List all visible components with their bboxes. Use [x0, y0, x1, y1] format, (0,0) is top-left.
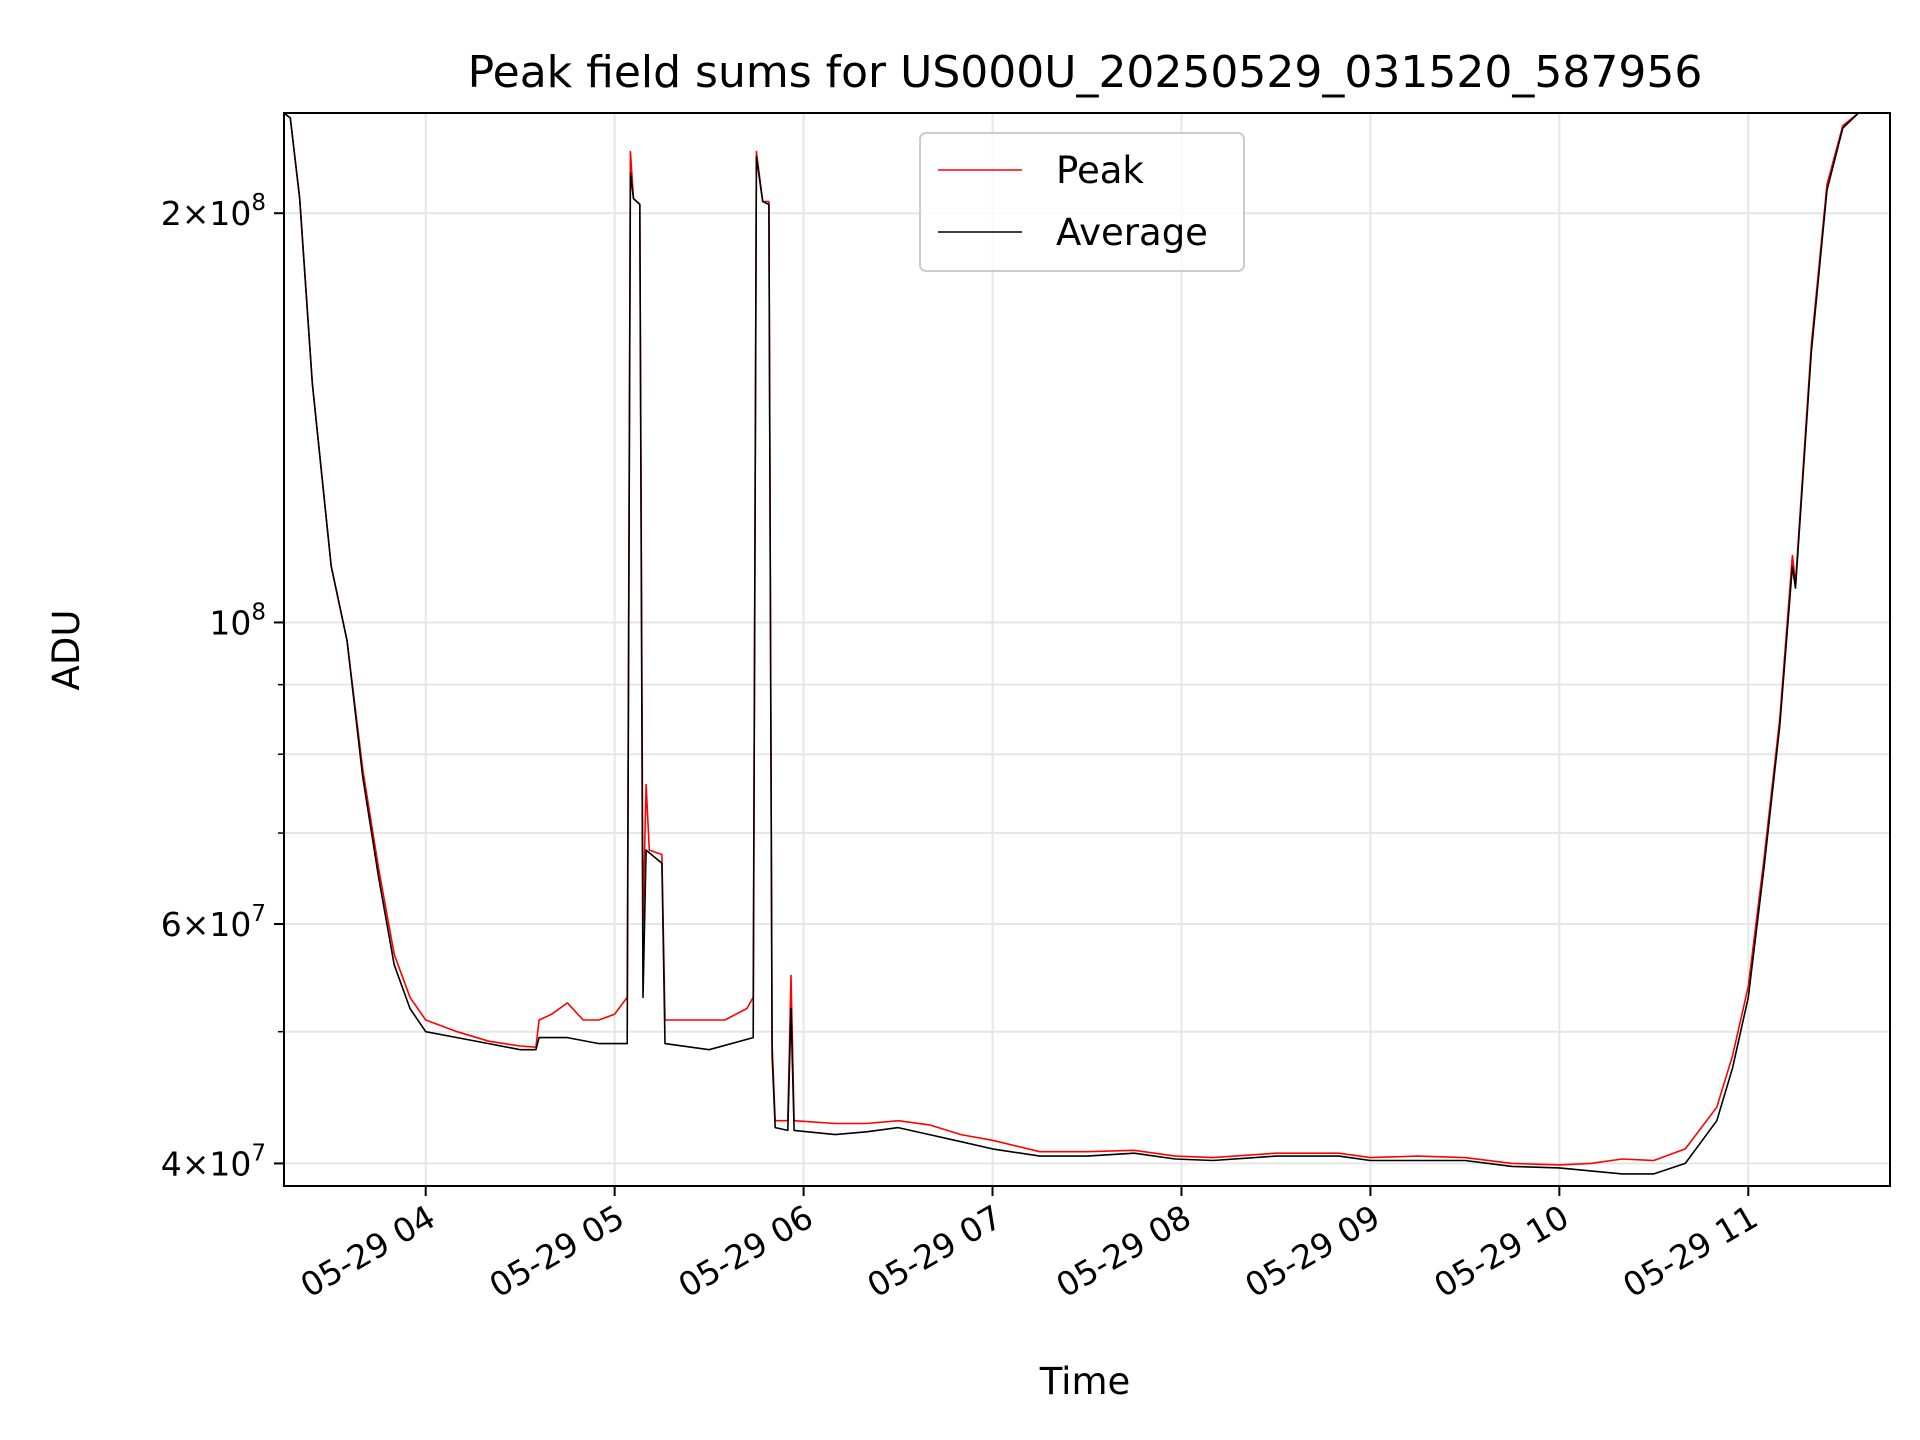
legend-label-average: Average [1056, 211, 1208, 254]
series-line-average [283, 112, 1890, 1175]
y-tick-label: 108 [209, 599, 266, 642]
legend-box [919, 132, 1245, 272]
legend: Peak Average [919, 132, 1245, 272]
y-tick-label: 4×107 [161, 1140, 266, 1183]
series-layer [283, 112, 1890, 1175]
plot-frame [283, 112, 1891, 1187]
y-tick-label: 6×107 [161, 901, 266, 944]
y-tick-label: 2×108 [161, 190, 266, 233]
legend-label-peak: Peak [1056, 149, 1144, 192]
y-axis-label: ADU [45, 610, 88, 691]
x-axis-label: Time [1039, 1360, 1131, 1403]
chart-title: Peak field sums for US000U_20250529_0315… [468, 47, 1703, 98]
grid [284, 113, 1890, 1186]
